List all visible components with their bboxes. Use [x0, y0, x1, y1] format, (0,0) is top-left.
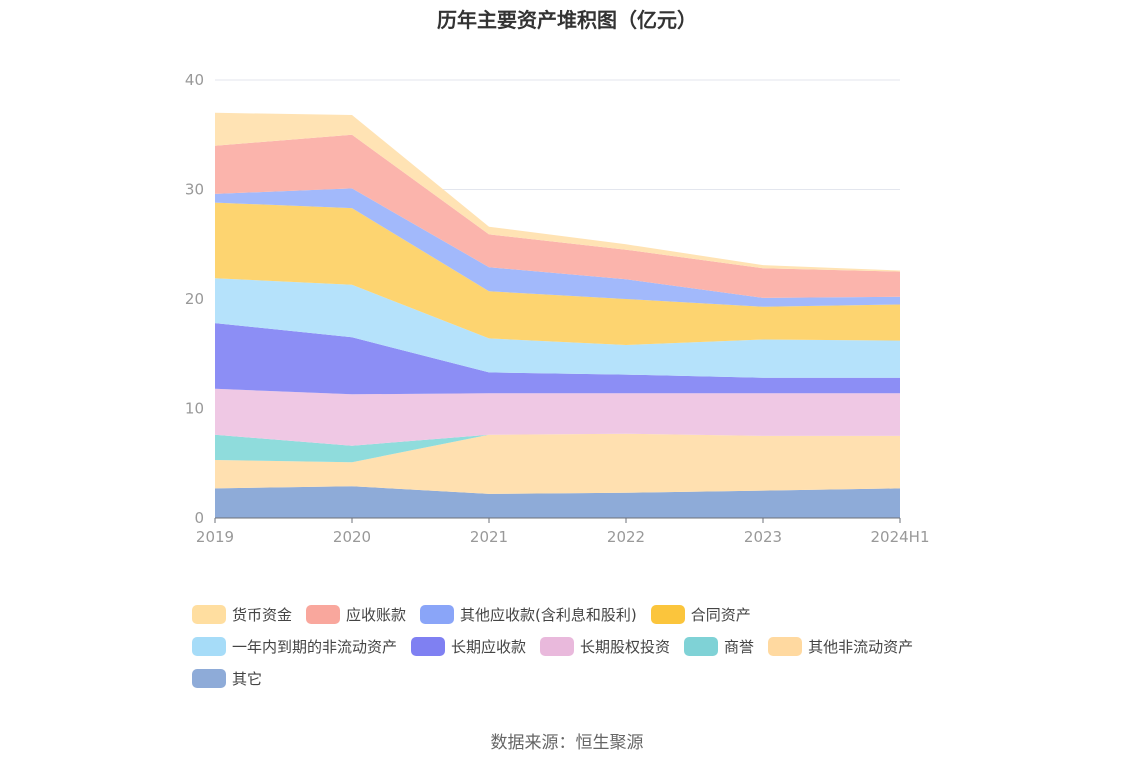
- legend-item-other[interactable]: 其它: [192, 668, 262, 689]
- area-series: [215, 388, 900, 446]
- area-series: [215, 112, 900, 272]
- x-tick-label: 2019: [196, 528, 234, 546]
- legend-item-current-noncurrent[interactable]: 一年内到期的非流动资产: [192, 636, 397, 657]
- legend-item-cash[interactable]: 货币资金: [192, 604, 292, 625]
- legend-label: 其他应收款(含利息和股利): [460, 605, 637, 624]
- legend-label: 其他非流动资产: [808, 637, 914, 656]
- legend-item-goodwill[interactable]: 商誉: [684, 636, 754, 657]
- y-tick-label: 20: [185, 290, 204, 308]
- legend-label: 长期股权投资: [580, 637, 671, 656]
- chart-title: 历年主要资产堆积图（亿元）: [437, 8, 697, 32]
- area-series: [215, 188, 900, 307]
- legend-item-receivables[interactable]: 应收账款: [306, 604, 406, 625]
- area-series: [215, 278, 900, 378]
- chart-legend: 货币资金 应收账款 其他应收款(含利息和股利) 合同资产 一年内到期的非流动资产…: [192, 598, 972, 694]
- y-tick-label: 10: [185, 400, 204, 418]
- area-series: [215, 323, 900, 395]
- y-tick-label: 30: [185, 181, 204, 199]
- legend-item-contract-assets[interactable]: 合同资产: [650, 604, 751, 625]
- legend-item-equity-investment[interactable]: 长期股权投资: [540, 636, 670, 657]
- x-tick-label: 2024H1: [871, 528, 930, 546]
- legend-swatch: [192, 636, 226, 656]
- legend-row: 一年内到期的非流动资产 长期应收款 长期股权投资 商誉 其他非流动资产: [192, 630, 972, 662]
- x-tick-label: 2020: [333, 528, 371, 546]
- legend-row: 货币资金 应收账款 其他应收款(含利息和股利) 合同资产: [192, 598, 972, 630]
- x-tick-label: 2021: [470, 528, 508, 546]
- legend-label: 长期应收款: [451, 637, 527, 656]
- legend-label: 合同资产: [690, 605, 751, 624]
- area-series: [215, 134, 900, 298]
- area-series: [215, 433, 900, 463]
- legend-swatch: [192, 668, 226, 688]
- area-series: [215, 433, 900, 494]
- legend-item-other-noncurrent[interactable]: 其他非流动资产: [768, 636, 913, 657]
- legend-swatch: [411, 636, 446, 656]
- legend-label: 一年内到期的非流动资产: [232, 637, 398, 656]
- area-series: [215, 486, 900, 518]
- legend-label: 应收账款: [346, 605, 407, 624]
- legend-swatch: [192, 604, 226, 624]
- legend-swatch: [540, 636, 575, 656]
- x-tick-label: 2023: [744, 528, 782, 546]
- data-source: 数据来源：恒生聚源: [490, 733, 644, 753]
- legend-label: 货币资金: [232, 605, 293, 624]
- x-tick-label: 2022: [607, 528, 645, 546]
- legend-label: 商誉: [724, 637, 755, 656]
- legend-swatch: [306, 604, 341, 624]
- legend-item-long-term-receivables[interactable]: 长期应收款: [411, 636, 526, 657]
- y-tick-label: 0: [194, 509, 204, 527]
- legend-swatch: [768, 636, 803, 656]
- legend-item-other-receivables[interactable]: 其他应收款(含利息和股利): [420, 604, 637, 625]
- legend-label: 其它: [232, 669, 263, 688]
- y-tick-label: 40: [185, 71, 204, 89]
- stacked-area-chart: 0 10 20 30 40 2019 2020 2021 2022 2023 2024H1: [185, 71, 930, 546]
- legend-swatch: [684, 636, 719, 656]
- area-series: [215, 202, 900, 345]
- legend-swatch: [650, 604, 685, 624]
- legend-swatch: [420, 604, 455, 624]
- legend-row: 其它: [192, 662, 972, 694]
